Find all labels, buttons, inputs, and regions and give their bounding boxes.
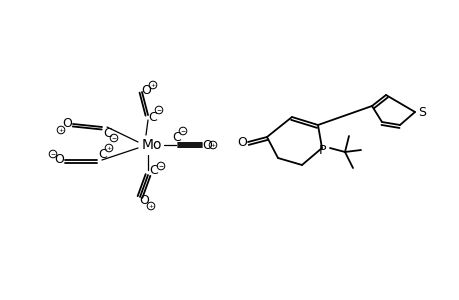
Text: C: C <box>148 110 157 124</box>
Text: C: C <box>172 130 181 143</box>
Text: O: O <box>62 116 72 130</box>
Text: +: + <box>148 203 153 208</box>
Text: O: O <box>236 136 246 148</box>
Text: O: O <box>54 152 64 166</box>
Text: O: O <box>202 139 212 152</box>
Text: O: O <box>139 194 149 208</box>
Text: S: S <box>417 106 425 118</box>
Text: +: + <box>150 82 155 88</box>
Text: −: − <box>158 164 163 169</box>
Text: −: − <box>156 107 161 112</box>
Text: −: − <box>111 136 117 140</box>
Text: +: + <box>58 128 63 133</box>
Text: +: + <box>106 146 112 151</box>
Text: −: − <box>180 128 185 134</box>
Text: C: C <box>103 127 112 140</box>
Text: +: + <box>210 142 215 148</box>
Text: Mo: Mo <box>141 138 162 152</box>
Text: −: − <box>50 152 56 157</box>
Text: C: C <box>149 164 158 176</box>
Text: O: O <box>141 83 151 97</box>
Text: P: P <box>319 143 326 157</box>
Text: C: C <box>98 148 107 160</box>
